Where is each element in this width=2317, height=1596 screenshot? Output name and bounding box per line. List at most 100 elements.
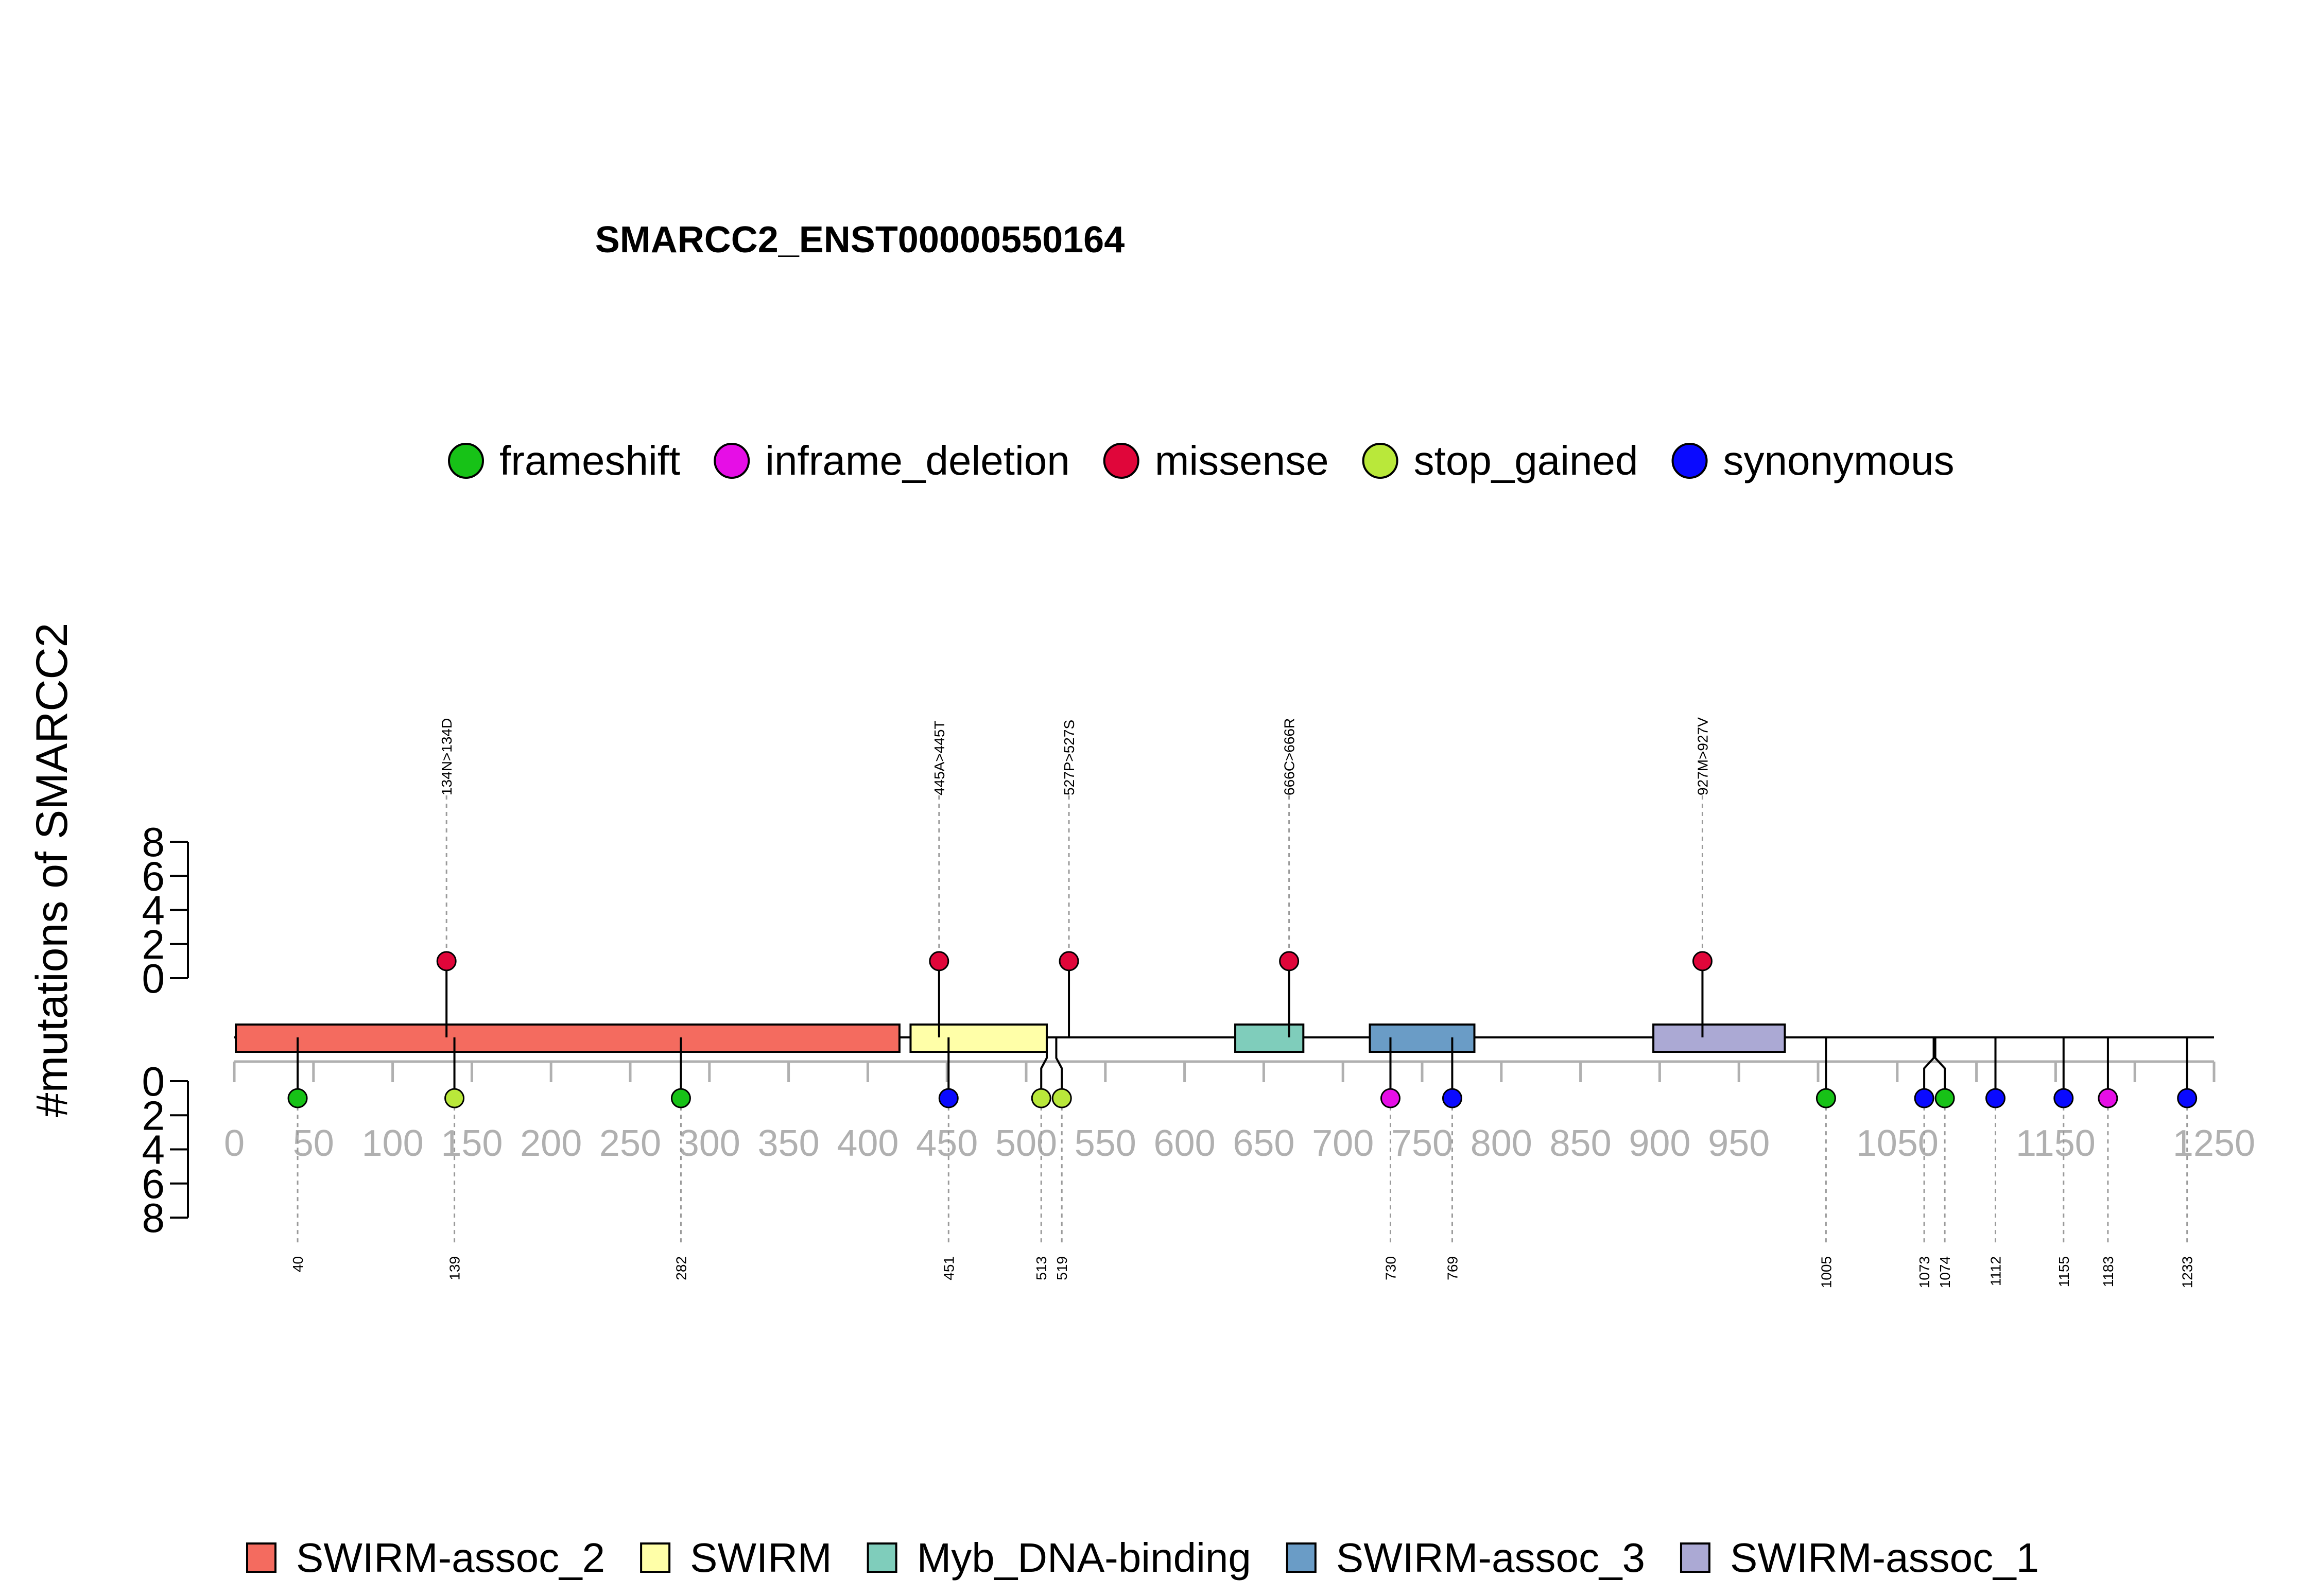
domains-layer — [235, 1023, 1786, 1053]
bottom-mutation-point — [444, 1088, 465, 1108]
legend-label-stop_gained: stop_gained — [1414, 438, 1638, 483]
domain-SWIRM-assoc_3 — [1369, 1023, 1476, 1053]
top-mutation-label: 527P>527S — [1061, 720, 1077, 795]
legend-label-missense: missense — [1155, 438, 1329, 483]
bottom-mutation-label: 769 — [1444, 1256, 1460, 1280]
x-tick-label: 550 — [1075, 1123, 1136, 1164]
x-tick-label: 1050 — [1856, 1123, 1939, 1164]
legend-label-SWIRM-assoc_2: SWIRM-assoc_2 — [296, 1535, 605, 1581]
x-tick-label: 1250 — [2173, 1123, 2255, 1164]
x-tick-label: 500 — [995, 1123, 1057, 1164]
bottom-mutation-label: 282 — [673, 1256, 689, 1280]
top-mutation-label: 134N>134D — [439, 718, 455, 795]
bottom-mutation-label: 1155 — [2056, 1256, 2072, 1287]
bottom-mutation-point — [1815, 1088, 1836, 1108]
bottom-mutation-point — [670, 1088, 691, 1108]
top-mutation-label: 666C>666R — [1282, 718, 1298, 795]
bottom-y-tick-label: 2 — [142, 1092, 165, 1138]
bottom-mutation-label: 1233 — [2180, 1256, 2195, 1288]
bottom-mutation-label: 1183 — [2100, 1256, 2116, 1287]
x-tick-label: 950 — [1708, 1123, 1770, 1164]
x-tick-label: 150 — [441, 1123, 503, 1164]
top-y-tick-label: 4 — [142, 888, 165, 933]
legend-swatch-frameshift — [448, 443, 484, 479]
x-tick-label: 450 — [916, 1123, 978, 1164]
legend-swatch-Myb_DNA-binding — [867, 1542, 897, 1573]
legend-label-SWIRM: SWIRM — [690, 1535, 832, 1581]
bottom-mutation-label: 730 — [1382, 1256, 1398, 1280]
bottom-mutation-label: 40 — [290, 1256, 306, 1272]
domain-Myb_DNA-binding — [1234, 1023, 1305, 1053]
domain-SWIRM-assoc_2 — [235, 1023, 901, 1053]
legend-swatch-synonymous — [1671, 443, 1708, 479]
mutation-type-legend: frameshift inframe_deletion missense stop_g… — [448, 438, 1955, 483]
bottom-mutation-point — [938, 1088, 959, 1108]
top-y-tick-label: 0 — [142, 956, 165, 1001]
legend-label-SWIRM-assoc_3: SWIRM-assoc_3 — [1336, 1535, 1645, 1581]
bottom-mutation-point — [1380, 1088, 1400, 1108]
bottom-mutation-label: 513 — [1033, 1256, 1049, 1280]
x-tick-label: 900 — [1629, 1123, 1690, 1164]
top-y-tick-label: 6 — [142, 853, 165, 899]
x-axis: 0 50 100 150 200 250 300 350 400 450 500 550 600 650 7… — [224, 1060, 2255, 1164]
x-tick-label: 350 — [758, 1123, 820, 1164]
bottom-stem — [1923, 1037, 1935, 1099]
top-mutation-label: 445A>445T — [931, 720, 947, 795]
bottom-mutation-label: 519 — [1054, 1256, 1070, 1280]
legend-label-SWIRM-assoc_1: SWIRM-assoc_1 — [1730, 1535, 2039, 1581]
x-tick-label: 650 — [1233, 1123, 1294, 1164]
x-tick-label: 700 — [1312, 1123, 1374, 1164]
bottom-y-tick-label: 8 — [142, 1195, 165, 1241]
bottom-mutation-label: 1073 — [1916, 1256, 1932, 1288]
bottom-mutation-label: 1005 — [1818, 1256, 1834, 1288]
bottom-mutation-point — [2177, 1088, 2198, 1108]
bottom-mutation-point — [1934, 1088, 1955, 1108]
bottom-mutation-point — [287, 1088, 308, 1108]
x-tick-label: 1150 — [2016, 1123, 2096, 1164]
y-axis-label: #mutations of SMARCC2 — [27, 623, 77, 1118]
bottom-mutation-point — [1442, 1088, 1462, 1108]
bottom-y-tick-label: 4 — [142, 1127, 165, 1173]
bottom-mutation-point — [1031, 1088, 1051, 1108]
legend-swatch-missense — [1103, 443, 1139, 479]
x-tick-label: 850 — [1550, 1123, 1612, 1164]
bottom-mutation-label: 1112 — [1988, 1256, 2004, 1286]
legend-swatch-SWIRM — [640, 1542, 671, 1573]
legend-label-Myb_DNA-binding: Myb_DNA-binding — [917, 1535, 1251, 1581]
x-tick-label: 200 — [520, 1123, 582, 1164]
bottom-mutation-point — [1985, 1088, 2006, 1108]
bottom-mutation-label: 139 — [447, 1256, 463, 1280]
legend-swatch-SWIRM-assoc_2 — [246, 1542, 276, 1573]
legend-label-frameshift: frameshift — [499, 438, 680, 483]
legend-swatch-inframe_deletion — [714, 443, 750, 479]
bottom-mutation-point — [2098, 1088, 2118, 1108]
top-mutation-point — [929, 951, 949, 972]
x-tick-label: 600 — [1154, 1123, 1216, 1164]
bottom-mutation-label: 451 — [941, 1256, 957, 1280]
chart-title: SMARCC2_ENST00000550164 — [595, 219, 1125, 261]
x-tick-label: 800 — [1471, 1123, 1532, 1164]
bottom-mutation-point — [1914, 1088, 1934, 1108]
legend-label-synonymous: synonymous — [1723, 438, 1955, 483]
domain-SWIRM-assoc_1 — [1652, 1023, 1786, 1053]
x-tick-label: 400 — [837, 1123, 898, 1164]
bottom-stem — [1055, 1037, 1063, 1099]
x-tick-label: 750 — [1391, 1123, 1453, 1164]
legend-swatch-SWIRM-assoc_1 — [1680, 1542, 1710, 1573]
domain-legend: SWIRM-assoc_2 SWIRM Myb_DNA-binding SWIRM-a… — [246, 1535, 2039, 1581]
legend-swatch-SWIRM-assoc_3 — [1286, 1542, 1317, 1573]
top-mutation-point — [1279, 951, 1300, 972]
top-mutation-point — [1692, 951, 1713, 972]
top-mutation-label: 927M>927V — [1694, 717, 1710, 795]
domain-SWIRM — [909, 1023, 1048, 1053]
bottom-y-tick-label: 6 — [142, 1161, 165, 1207]
mutations-layer: 134N>134D 445A>445T 527P>527S 666C>666R 927M… — [287, 717, 2198, 1288]
bottom-y-tick-label: 0 — [142, 1059, 165, 1104]
bottom-mutation-label: 1074 — [1937, 1256, 1953, 1288]
top-mutation-point — [1059, 951, 1079, 972]
x-tick-label: 250 — [599, 1123, 661, 1164]
bottom-stem — [1934, 1037, 1946, 1099]
top-y-tick-label: 8 — [142, 819, 165, 865]
